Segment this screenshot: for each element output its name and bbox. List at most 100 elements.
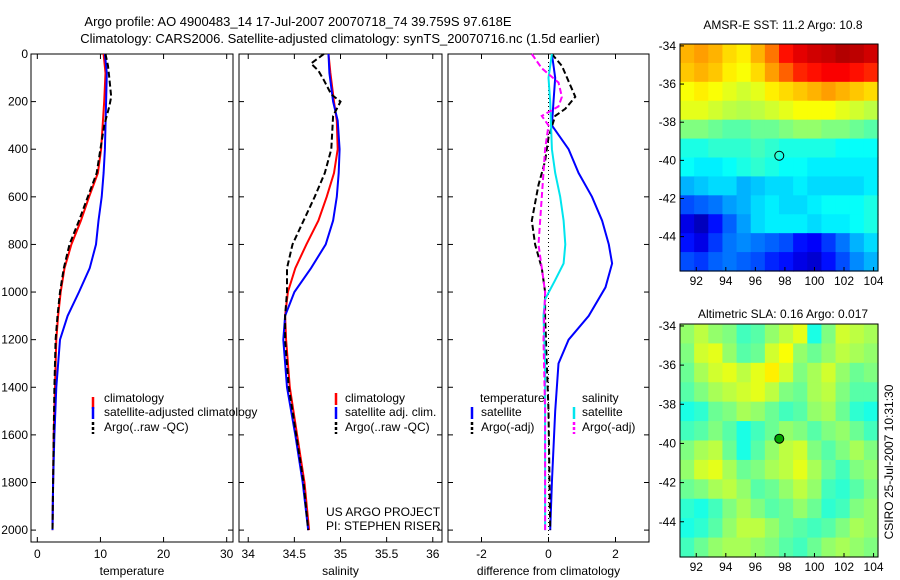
map-cell [863,421,879,442]
map-cell [779,440,794,461]
map-cell [793,44,808,64]
map-cell [750,518,766,539]
y-tick-label: -34 [659,319,677,333]
map-cell [793,498,808,519]
map-cell [722,176,738,196]
map-cell [793,100,808,121]
map-cell [793,343,808,364]
y-tick-label: -40 [659,436,677,450]
map-cell [680,459,695,480]
map-cell [835,119,851,140]
map-cell [764,157,780,178]
map-cell [835,62,851,83]
map-cell [835,176,851,196]
map-cell [694,214,709,234]
map-cell [807,421,823,442]
map-cell [694,176,709,196]
map-cell [736,537,752,558]
map-cell [694,195,709,215]
difference-lines [530,53,614,531]
sst-map-frame [679,43,879,272]
map-cell [680,119,695,140]
map-cell [807,382,823,403]
map-cell [779,138,794,159]
map-cell [680,362,695,383]
map-cell [835,421,851,442]
map-cell [793,440,808,461]
map-cell [835,195,851,215]
map-cell [779,119,794,140]
salinity-axes-frame [238,53,443,543]
map-cell [722,343,738,364]
map-cell [708,537,724,558]
map-cell [821,382,837,403]
map-cell [849,382,865,403]
map-cell [722,214,738,234]
map-cell [863,233,879,253]
x-tick-label: 96 [749,560,763,574]
map-cell [779,362,794,383]
map-cell [694,157,709,178]
map-cell [863,119,879,140]
x-tick-label: 104 [864,560,884,574]
map-cell [793,401,808,422]
map-cell [764,233,780,253]
map-cell [821,176,837,196]
map-cell [793,421,808,442]
map-cell [779,324,794,345]
x-tick-label: 94 [719,560,733,574]
map-cell [736,176,752,196]
map-cell [835,343,851,364]
map-cell [835,479,851,500]
map-cell [863,362,879,383]
map-cell [694,537,709,558]
map-cell [849,440,865,461]
map-cell [722,138,738,159]
map-cell [680,157,695,178]
map-cell [764,343,780,364]
map-cell [680,440,695,461]
map-cell [821,100,837,121]
map-cell [807,440,823,461]
map-cell [722,195,738,215]
x-tick-label: 20 [157,547,171,561]
sst-map-panel: AMSR-E SST: 11.2 Argo: 10.8 92 94 96 98 100 1… [659,18,884,288]
temperature-lines [51,53,113,531]
map-cell [694,479,709,500]
map-cell [821,479,837,500]
map-cell [821,343,837,364]
map-cell [863,62,879,83]
map-cell [680,479,695,500]
map-cell [736,119,752,140]
map-cell [793,81,808,102]
legend-satellite-label: satellite adj. clim. [345,405,436,419]
map-cell [821,401,837,422]
map-cell [750,401,766,422]
map-cell [722,459,738,480]
map-cell [750,324,766,345]
x-tick-label: 100 [804,560,824,574]
map-cell [708,44,724,64]
map-cell [680,252,695,272]
map-cell [863,324,879,345]
map-cell [863,138,879,159]
map-cell [736,343,752,364]
y-tick-label: 800 [8,237,28,251]
map-cell [849,233,865,253]
map-cell [835,382,851,403]
map-cell [736,518,752,539]
sla-map-frame [679,323,879,558]
map-cell [736,252,752,272]
series-line-2 [542,53,567,531]
map-cell [764,176,780,196]
y-tick-label: -34 [659,39,677,53]
salinity-profile-panel: 34 34.5 35 35.5 36 salinity climatology sate… [238,53,443,578]
map-cell [750,459,766,480]
series-line-1 [51,53,108,531]
map-cell [863,252,879,272]
map-cell [849,362,865,383]
map-cell [863,537,879,558]
map-cell [863,401,879,422]
map-cell [708,382,724,403]
map-cell [807,176,823,196]
